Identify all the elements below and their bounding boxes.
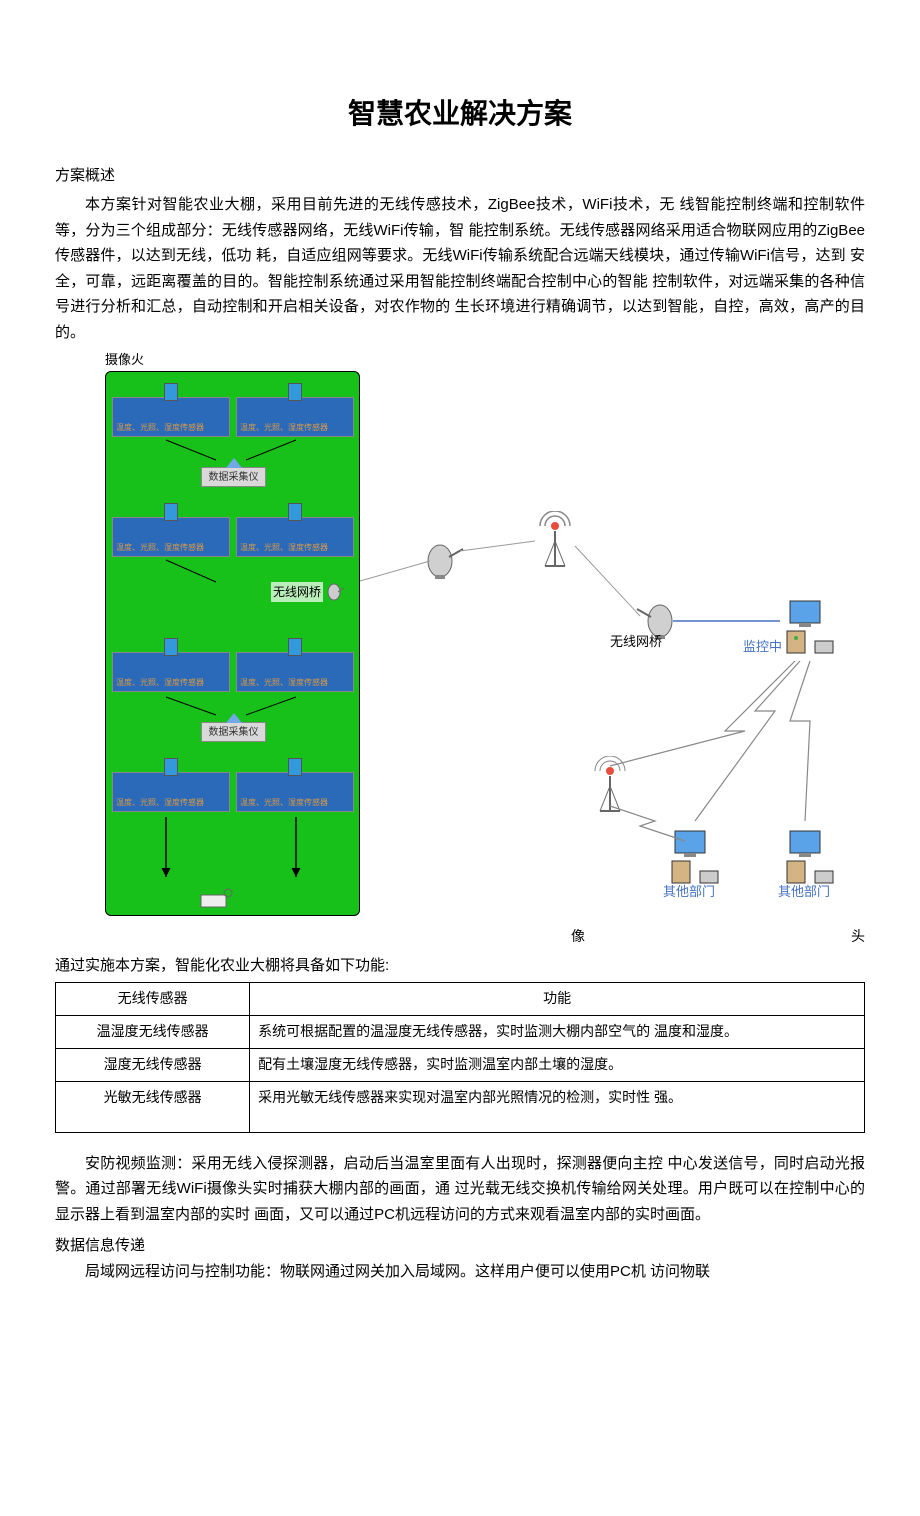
table-header-row: 无线传感器 功能 bbox=[56, 983, 865, 1016]
sensor-node: 温度、光照、湿度传感器 bbox=[112, 772, 230, 812]
caption-mid: 像 bbox=[571, 925, 585, 949]
data-paragraph: 局域网远程访问与控制功能：物联网通过网关加入局域网。这样用户便可以使用PC机 访… bbox=[55, 1259, 865, 1285]
caption-right: 头 bbox=[851, 925, 865, 949]
overview-paragraph: 本方案针对智能农业大棚，采用目前先进的无线传感技术，ZigBee技术，WiFi技… bbox=[55, 192, 865, 345]
table-cell: 温湿度无线传感器 bbox=[56, 1016, 250, 1049]
table-row: 温湿度无线传感器 系统可根据配置的温湿度无线传感器，实时监测大棚内部空气的 温度… bbox=[56, 1016, 865, 1049]
greenhouse-arrows bbox=[106, 372, 359, 915]
sensor-icon bbox=[164, 638, 178, 656]
monitor-pc-icon bbox=[785, 596, 835, 656]
security-paragraph: 安防视频监测：采用无线入侵探测器，启动后当温室里面有人出现时，探测器便向主控 中… bbox=[55, 1151, 865, 1228]
sensor-node: 温度、光照、湿度传感器 bbox=[236, 652, 354, 692]
table-header: 无线传感器 bbox=[56, 983, 250, 1016]
data-collector: 数据采集仪 bbox=[201, 467, 266, 487]
table-row: 湿度无线传感器 配有土壤湿度无线传感器，实时监测温室内部土壤的湿度。 bbox=[56, 1048, 865, 1081]
sensor-text: 温度、光照、湿度传感器 bbox=[116, 796, 204, 810]
sensor-capability-table: 无线传感器 功能 温湿度无线传感器 系统可根据配置的温湿度无线传感器，实时监测大… bbox=[55, 982, 865, 1132]
sensor-node: 温度、光照、湿度传感器 bbox=[112, 397, 230, 437]
device-icon bbox=[196, 887, 236, 912]
sensor-node: 温度、光照、湿度传感器 bbox=[112, 517, 230, 557]
page-title: 智慧农业解决方案 bbox=[55, 90, 865, 138]
monitor-label: 监控中 bbox=[743, 636, 782, 658]
sensor-icon bbox=[288, 638, 302, 656]
greenhouse-area: 温度、光照、湿度传感器 温度、光照、湿度传感器 数据采集仪 温度、光照、湿度传感… bbox=[105, 371, 360, 916]
sensor-text: 温度、光照、湿度传感器 bbox=[240, 541, 328, 555]
table-header: 功能 bbox=[250, 983, 865, 1016]
sensor-node: 温度、光照、湿度传感器 bbox=[112, 652, 230, 692]
data-heading: 数据信息传递 bbox=[55, 1233, 865, 1259]
table-cell: 配有土壤湿度无线传感器，实时监测温室内部土壤的湿度。 bbox=[250, 1048, 865, 1081]
sensor-icon bbox=[288, 503, 302, 521]
dish-icon bbox=[425, 541, 465, 581]
sensor-icon bbox=[164, 383, 178, 401]
dept-pc-icon bbox=[670, 826, 720, 886]
sensor-icon bbox=[288, 383, 302, 401]
sensor-node: 温度、光照、湿度传感器 bbox=[236, 397, 354, 437]
sensor-icon bbox=[288, 758, 302, 776]
dept-label: 其他部门 bbox=[778, 881, 830, 903]
sensor-text: 温度、光照、湿度传感器 bbox=[116, 676, 204, 690]
sensor-icon bbox=[164, 758, 178, 776]
sensor-node: 温度、光照、湿度传感器 bbox=[236, 772, 354, 812]
table-cell: 湿度无线传感器 bbox=[56, 1048, 250, 1081]
dish-icon bbox=[326, 582, 346, 602]
bridge-label: 无线网桥 bbox=[610, 631, 662, 653]
table-cell: 系统可根据配置的温湿度无线传感器，实时监测大棚内部空气的 温度和湿度。 bbox=[250, 1016, 865, 1049]
table-cell: 光敏无线传感器 bbox=[56, 1081, 250, 1132]
architecture-diagram: 摄像火 温度、光照、湿度传感器 温度、光照、湿度传感器 数据采集仪 温度、光照、… bbox=[55, 361, 865, 921]
data-collector: 数据采集仪 bbox=[201, 722, 266, 742]
table-intro-text: 通过实施本方案，智能化农业大棚将具备如下功能: bbox=[55, 953, 865, 979]
dept-pc-icon bbox=[785, 826, 835, 886]
diagram-caption-row: 像 头 bbox=[55, 925, 865, 949]
sensor-text: 温度、光照、湿度传感器 bbox=[116, 541, 204, 555]
sensor-text: 温度、光照、湿度传感器 bbox=[116, 421, 204, 435]
sensor-text: 温度、光照、湿度传感器 bbox=[240, 421, 328, 435]
sensor-icon bbox=[164, 503, 178, 521]
sensor-node: 温度、光照、湿度传感器 bbox=[236, 517, 354, 557]
camera-label: 摄像火 bbox=[105, 349, 144, 371]
bridge-label-inner: 无线网桥 bbox=[271, 582, 323, 602]
table-cell: 采用光敏无线传感器来实现对温室内部光照情况的检测，实时性 强。 bbox=[250, 1081, 865, 1132]
dept-label: 其他部门 bbox=[663, 881, 715, 903]
table-row: 光敏无线传感器 采用光敏无线传感器来实现对温室内部光照情况的检测，实时性 强。 bbox=[56, 1081, 865, 1132]
sensor-text: 温度、光照、湿度传感器 bbox=[240, 796, 328, 810]
sensor-text: 温度、光照、湿度传感器 bbox=[240, 676, 328, 690]
wireless-ap-icon bbox=[530, 511, 580, 571]
wireless-ap-icon bbox=[585, 756, 635, 816]
overview-heading: 方案概述 bbox=[55, 163, 865, 189]
